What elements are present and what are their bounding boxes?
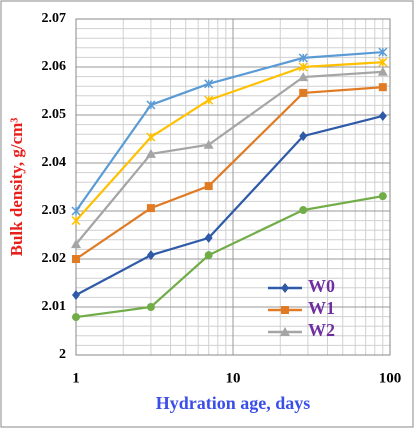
marker	[72, 255, 80, 263]
y-tick-label: 2.03	[42, 203, 67, 218]
plot-border	[75, 18, 391, 356]
marker	[204, 182, 213, 191]
marker	[72, 290, 80, 300]
marker	[280, 327, 290, 336]
x-tick-label: 100	[379, 370, 402, 386]
marker	[146, 100, 156, 110]
marker	[146, 250, 155, 261]
x-axis-label: Hydration age, days	[156, 393, 311, 413]
marker	[204, 95, 214, 105]
y-tick-label: 2.01	[42, 299, 67, 314]
y-tick-label: 2.05	[42, 107, 67, 122]
y-tick-label: 2	[59, 347, 66, 362]
legend-label: W0	[308, 276, 335, 296]
marker	[72, 313, 80, 322]
marker	[146, 303, 155, 311]
marker	[146, 132, 156, 142]
marker	[299, 206, 308, 215]
legend-label: W2	[308, 320, 335, 340]
marker	[298, 72, 309, 82]
marker	[71, 206, 81, 216]
marker	[71, 216, 81, 226]
marker	[281, 283, 289, 293]
marker	[299, 131, 308, 142]
marker	[378, 110, 387, 121]
marker	[281, 306, 289, 314]
y-tick-label: 2.02	[42, 251, 67, 266]
marker	[204, 79, 214, 89]
marker	[71, 239, 81, 249]
marker	[299, 88, 308, 97]
marker	[298, 53, 308, 63]
legend-label: W1	[308, 298, 335, 318]
y-tick-label: 2.07	[42, 11, 67, 26]
marker	[145, 148, 156, 158]
marker	[204, 232, 213, 243]
y-axis-label: Bulk density, g/cm³	[7, 118, 26, 257]
marker	[378, 192, 387, 201]
marker	[298, 62, 308, 72]
marker	[203, 139, 214, 149]
marker	[378, 47, 388, 57]
x-tick-label: 10	[226, 370, 241, 386]
marker	[146, 204, 155, 213]
marker	[378, 57, 388, 67]
y-tick-label: 2.04	[42, 155, 67, 170]
marker	[378, 83, 387, 92]
marker	[204, 251, 213, 260]
marker	[377, 66, 388, 76]
y-tick-label: 2.06	[42, 59, 67, 74]
x-tick-label: 1	[72, 370, 80, 386]
